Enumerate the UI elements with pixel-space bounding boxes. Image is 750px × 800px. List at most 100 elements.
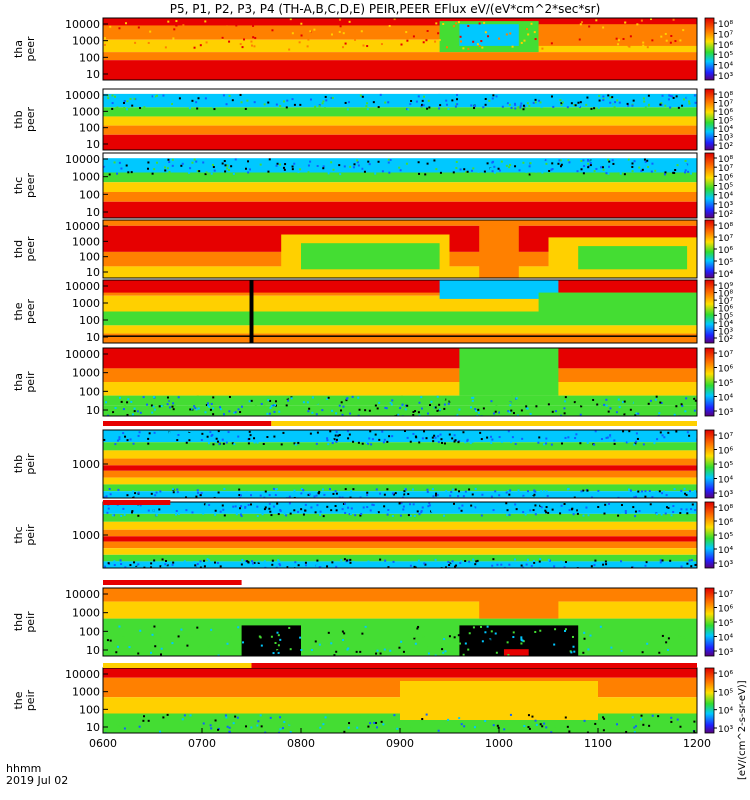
y-tick-label: 10000	[65, 153, 100, 166]
colorbar-tick: 10⁸	[718, 20, 733, 30]
colorbar-tick: 10⁵	[718, 117, 733, 127]
spectrogram-thd-peir	[103, 588, 697, 656]
panel-thb-peer: 10000 1000 100 10 thb peer 10⁸10⁷10⁶10⁵10⁴10³1…	[12, 88, 733, 152]
colorbar-label: [eV/(cm^2-s-sr-eV)]	[737, 680, 748, 780]
y-tick-label: 10000	[65, 280, 100, 293]
x-tick-label: 1000	[485, 737, 513, 750]
panel-ylabel: peir	[24, 453, 37, 475]
colorbar-tick: 10⁴	[718, 634, 733, 644]
y-tick-label: 1000	[72, 367, 100, 380]
panel-ylabel: peir	[24, 524, 37, 546]
colorbar-tick: 10⁴	[718, 62, 733, 72]
y-tick-label: 10	[86, 266, 100, 279]
x-tick-label: 0800	[287, 737, 315, 750]
colorbar-tick: 10⁷	[718, 297, 733, 307]
panel-thd-peir: 10000 1000 100 10 thd peir 10⁷ 10⁶ 10⁵ 10⁴ 10³	[12, 587, 733, 658]
y-tick-label: 10	[86, 644, 100, 657]
status-bar	[271, 421, 697, 426]
colorbar-tick: 10⁴	[718, 125, 733, 135]
y-tick-label: 10000	[65, 348, 100, 361]
colorbar-tick: 10⁶	[718, 670, 733, 680]
colorbar-tick: 10⁶	[718, 108, 733, 118]
panel-frame	[102, 152, 698, 219]
y-tick-label: 10	[86, 331, 100, 344]
x-tick-label: 1200	[683, 737, 711, 750]
colorbar-thc-peir	[704, 501, 715, 569]
colorbar-tick: 10²	[718, 142, 733, 152]
x-tick-label: 0600	[89, 737, 117, 750]
panel-frame	[102, 88, 698, 151]
colorbar-tick: 10⁶	[718, 305, 733, 315]
colorbar-tick: 10⁷	[718, 590, 733, 600]
y-tick-label: 1000	[72, 235, 100, 248]
colorbar-tick: 10⁹	[718, 282, 733, 292]
colorbar-tick: 10⁷	[718, 30, 733, 40]
colorbar-thd-peer	[704, 219, 715, 279]
panel-frame	[102, 587, 698, 657]
colorbar-tick: 10⁴	[718, 192, 733, 202]
colorbar-tha-peir	[704, 347, 715, 417]
colorbar-tick: 10⁴	[718, 320, 733, 330]
panel-ylabel: peer	[24, 107, 37, 133]
panel-frame	[102, 347, 698, 417]
colorbar-tick: 10⁷	[718, 234, 733, 244]
panel-ylabel: tha	[12, 40, 25, 58]
colorbar-tick: 10⁵	[718, 461, 733, 471]
colorbar-thb-peir	[704, 429, 715, 499]
spectrogram-the-peer	[103, 280, 697, 343]
y-tick-label: 100	[79, 51, 100, 64]
colorbar-tick: 10⁶	[718, 41, 733, 51]
y-tick-label: 1000	[72, 105, 100, 118]
colorbar-tick: 10³	[718, 560, 733, 570]
colorbar-tick: 10⁷	[718, 164, 733, 174]
colorbar-tick: 10⁵	[718, 51, 733, 61]
y-tick-label: 1000	[72, 686, 100, 699]
colorbar-tick: 10⁷	[718, 432, 733, 442]
spectrogram-tha-peer	[103, 18, 697, 80]
y-tick-label: 10	[86, 206, 100, 219]
panel-thc-peir: 1000 thc peir 10⁸ 10⁶ 10⁵ 10⁴ 10³	[12, 501, 733, 570]
status-bar	[251, 663, 697, 668]
y-tick-label: 100	[79, 122, 100, 135]
colorbar-tick: 10⁴	[718, 394, 733, 404]
colorbar-thb-peer	[704, 88, 715, 151]
y-tick-label: 1000	[72, 35, 100, 48]
colorbar-tick: 10⁴	[718, 707, 733, 717]
panel-thc-peer: 10000 1000 100 10 thc peer 10⁸10⁷10⁶10⁵10⁴10³1…	[12, 152, 733, 220]
y-tick-label: 1000	[72, 607, 100, 620]
colorbar-tick: 10⁵	[718, 379, 733, 389]
colorbar-tick: 10⁶	[718, 246, 733, 256]
colorbar-tick: 10³	[718, 408, 733, 418]
colorbar-tick: 10⁸	[718, 222, 733, 232]
x-tick-label: 0700	[188, 737, 216, 750]
panel-the-peir: 10000 1000 100 10 the peir 10⁶ 10⁵ 10⁴ 10³	[12, 667, 733, 735]
colorbar-tick: 10⁵	[718, 532, 733, 542]
x-axis-label: hhmm	[6, 762, 41, 775]
colorbar-tick: 10³	[718, 327, 733, 337]
colorbar-thd-peir	[704, 587, 715, 657]
panel-ylabel: thb	[12, 455, 25, 473]
panel-ylabel: peer	[24, 236, 37, 262]
colorbar-tick: 10²	[718, 210, 733, 220]
colorbar-tick: 10⁶	[718, 447, 733, 457]
colorbar-tick: 10⁴	[718, 270, 733, 280]
panel-ylabel: peir	[24, 371, 37, 393]
colorbar-tick: 10³	[718, 648, 733, 658]
x-tick-label: 1100	[584, 737, 612, 750]
colorbar-tick: 10⁸	[718, 504, 733, 514]
panel-ylabel: thc	[12, 177, 25, 194]
colorbar-tick: 10⁵	[718, 619, 733, 629]
colorbar-tick: 10³	[718, 201, 733, 211]
panel-ylabel: thd	[12, 240, 25, 258]
panel-ylabel: the	[12, 691, 25, 709]
x-tick-label: 0900	[386, 737, 414, 750]
y-tick-label: 10000	[65, 18, 100, 31]
spectrogram-thc-peer	[103, 153, 697, 218]
y-tick-label: 10	[86, 68, 100, 81]
y-tick-label: 100	[79, 625, 100, 638]
colorbar-tick: 10³	[718, 72, 733, 82]
colorbar-tick: 10⁸	[718, 91, 733, 101]
